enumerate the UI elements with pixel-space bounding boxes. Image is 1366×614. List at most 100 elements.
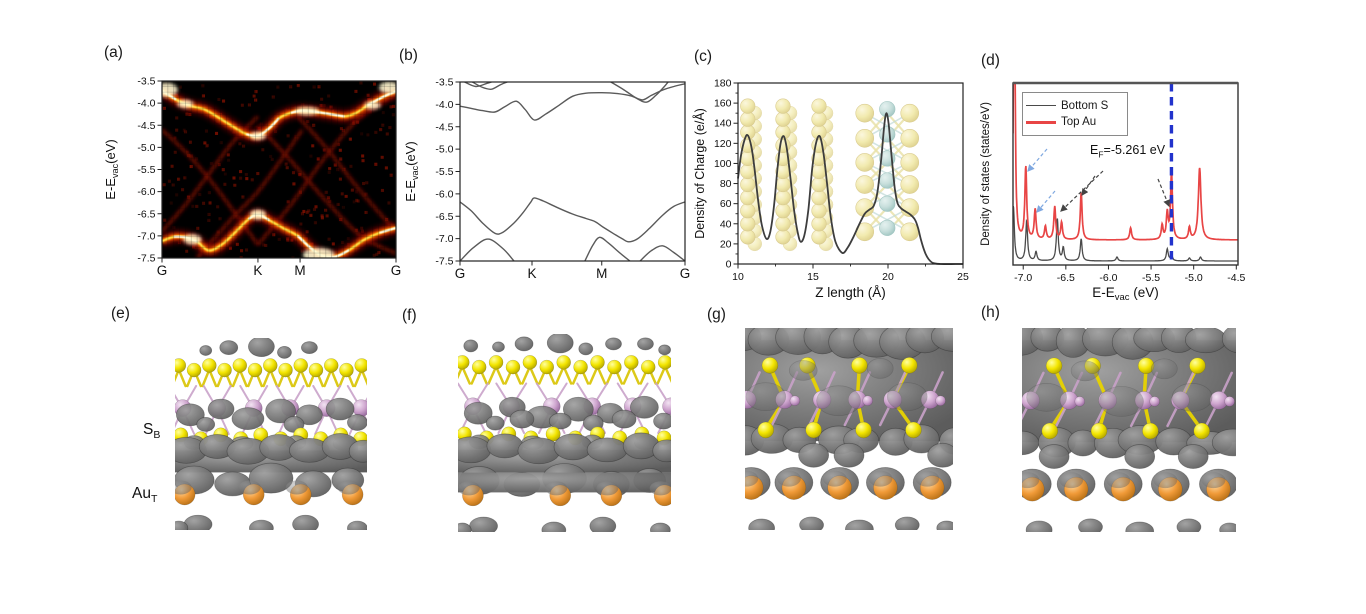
svg-text:-5.5: -5.5: [137, 164, 155, 176]
svg-text:-6.5: -6.5: [137, 208, 155, 220]
svg-text:15: 15: [807, 271, 819, 283]
fermi-label-subscript: F: [1098, 149, 1104, 160]
annotation-arrow: [1081, 175, 1096, 196]
y-axis-label: Density of Charge (e/Å): [692, 108, 707, 239]
panel-c-charge-density-plot: 0 20 40 60 80 100 120 140 160 180 10 15 20 25 Density …: [692, 78, 969, 301]
y-axis-label: E-Evac(eV): [403, 141, 420, 201]
plot-frame: [737, 82, 964, 265]
svg-text:-5.5: -5.5: [435, 166, 453, 178]
annotation-arrow: [1027, 148, 1048, 172]
panel-f-isosurface-image: [458, 334, 671, 532]
svg-text:-3.5: -3.5: [435, 77, 453, 89]
x-axis-label: Z length (Å): [815, 285, 886, 300]
svg-text:K: K: [253, 263, 262, 278]
band-upper-right-V: [610, 82, 669, 103]
svg-text:20: 20: [720, 238, 732, 250]
svg-text:-6.5: -6.5: [1057, 272, 1075, 284]
structure-render: [1022, 328, 1236, 532]
svg-text:-7.0: -7.0: [435, 233, 453, 245]
band-curves: [460, 82, 685, 261]
svg-text:-4.5: -4.5: [1227, 272, 1245, 284]
svg-text:-7.5: -7.5: [137, 253, 155, 265]
svg-text:140: 140: [714, 118, 732, 130]
panel-e-letter: (e): [111, 305, 130, 322]
svg-text:0: 0: [726, 259, 732, 271]
svg-text:G: G: [680, 266, 691, 281]
svg-text:K: K: [527, 266, 536, 281]
svg-text:100: 100: [714, 158, 732, 170]
panel-g-isosurface-image: [745, 328, 953, 530]
heatmap-content: [162, 81, 396, 258]
legend-line-swatch-red: [1026, 120, 1056, 124]
atomic-structure-inset: [740, 98, 920, 252]
svg-text:25: 25: [957, 271, 969, 283]
svg-text:-6.0: -6.0: [137, 186, 155, 198]
svg-text:-5.0: -5.0: [435, 144, 453, 156]
svg-text:M: M: [596, 266, 607, 281]
band-upper-left-arc: [464, 82, 492, 88]
svg-text:20: 20: [882, 271, 894, 283]
annotation-arrow: [1036, 190, 1056, 213]
y-axis-label: Density of states (states/eV): [980, 102, 992, 246]
svg-text:180: 180: [714, 78, 732, 90]
svg-text:-4.5: -4.5: [435, 121, 453, 133]
svg-text:10: 10: [732, 271, 744, 283]
legend-label: Bottom S: [1061, 99, 1109, 112]
dos-legend: Bottom S Top Au: [1022, 92, 1128, 136]
svg-text:80: 80: [720, 178, 732, 190]
svg-text:-5.0: -5.0: [1185, 272, 1203, 284]
panel-h-letter: (h): [981, 304, 1000, 321]
svg-text:-7.0: -7.0: [137, 230, 155, 242]
svg-text:M: M: [294, 263, 305, 278]
svg-text:-5.0: -5.0: [137, 142, 155, 154]
panel-f-letter: (f): [402, 307, 417, 324]
structure-render: [745, 328, 953, 530]
band-arc-left: [460, 238, 515, 261]
annotation-arrow: [1060, 170, 1104, 212]
band-arc-right: [639, 245, 685, 261]
panel-b-letter: (b): [399, 47, 418, 64]
svg-text:G: G: [391, 263, 402, 278]
structure-render: [175, 338, 367, 530]
dos-curves: [1013, 83, 1238, 262]
label-bottom-sulfur: SB: [143, 421, 161, 442]
charge-density-curve: [737, 112, 963, 265]
band-valence-band: [460, 197, 685, 243]
svg-text:-4.5: -4.5: [137, 120, 155, 132]
panel-d-letter: (d): [981, 52, 1000, 69]
panel-g-letter: (g): [707, 306, 726, 323]
svg-text:G: G: [455, 266, 466, 281]
band-upper-band: [460, 83, 685, 121]
panel-a-unfolded-band-heatmap: -3.5-4.0-4.5-5.0-5.5-6.0-6.5-7.0-7.5G K M G…: [103, 76, 402, 279]
svg-text:-3.5: -3.5: [137, 76, 155, 88]
panel-e-isosurface-image: [175, 338, 367, 530]
label-top-gold: AuT: [132, 485, 158, 506]
plot-frame: [459, 81, 686, 262]
legend-line-swatch-black: [1026, 105, 1056, 107]
panel-d-dos-plot: -7.0 -6.5 -6.0 -5.5 -5.0 -4.5 Density of state…: [980, 81, 1246, 303]
svg-text:120: 120: [714, 138, 732, 150]
svg-text:-7.0: -7.0: [1014, 272, 1032, 284]
svg-text:-4.0: -4.0: [435, 99, 453, 111]
fermi-label-value: =-5.261 eV: [1103, 143, 1166, 157]
svg-text:160: 160: [714, 98, 732, 110]
svg-text:-6.0: -6.0: [435, 188, 453, 200]
y-axis-label: E-Evac(eV): [103, 139, 120, 199]
dos-curve-bottom-s: [1013, 205, 1238, 262]
svg-text:-6.5: -6.5: [435, 211, 453, 223]
svg-text:-5.5: -5.5: [1142, 272, 1160, 284]
svg-text:-4.0: -4.0: [137, 98, 155, 110]
svg-text:40: 40: [720, 218, 732, 230]
svg-text:-6.0: -6.0: [1099, 272, 1117, 284]
annotation-arrow: [1157, 178, 1171, 208]
svg-text:G: G: [157, 263, 168, 278]
panel-c-letter: (c): [694, 48, 713, 65]
legend-label: Top Au: [1061, 116, 1097, 129]
structure-render: [458, 334, 671, 532]
svg-text:-7.5: -7.5: [435, 256, 453, 268]
fermi-label-symbol: E: [1090, 143, 1099, 157]
panel-a-letter: (a): [104, 44, 123, 61]
fermi-level-annotation: EF=-5.261 eV: [1090, 143, 1165, 160]
band-arc-mid: [584, 236, 631, 261]
svg-text:60: 60: [720, 198, 732, 210]
